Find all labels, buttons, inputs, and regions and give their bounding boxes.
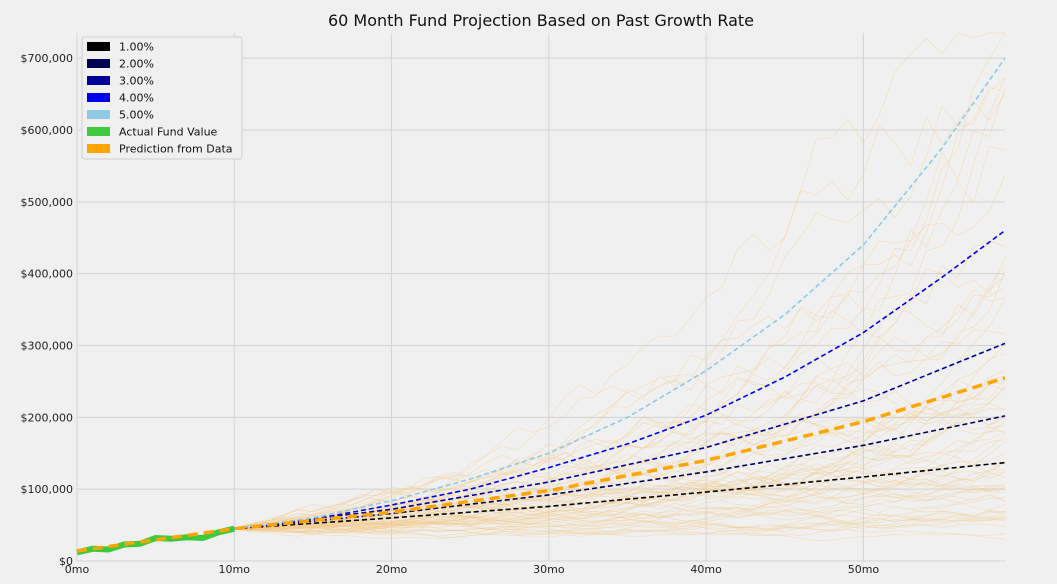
simulation-path [234,379,1006,530]
x-tick-label: 20mo [376,563,408,576]
series-line-actual-fund-value [76,525,235,556]
simulation-path [234,264,1006,533]
simulation-path [234,92,1006,530]
simulation-path [234,450,1006,530]
simulation-path [234,496,1006,537]
series-line-4-00- [234,229,1006,530]
simulation-path [234,461,1006,530]
simulation-path [234,483,1006,532]
simulation-path [234,502,1006,536]
simulation-path [234,503,1006,531]
x-tick-label: 40mo [690,563,722,576]
y-tick-label: $300,000 [21,339,74,352]
simulation-path [234,77,1006,530]
x-tick-label: 10mo [219,563,251,576]
x-tick-label: 50mo [848,563,880,576]
simulation-path [234,485,1006,531]
simulation-path [234,175,1006,530]
simulation-path [234,513,1006,530]
series-line-3-00- [234,342,1006,530]
series-line-1-00- [234,461,1006,530]
simulation-path [234,510,1006,530]
chart-title: 60 Month Fund Projection Based on Past G… [328,11,754,30]
simulation-path [234,378,1006,530]
simulation-path [234,470,1006,540]
simulation-path [234,287,1006,530]
legend-swatch [87,110,110,119]
legend-label: Prediction from Data [119,143,233,156]
legend-swatch [87,42,110,51]
y-tick-label: $200,000 [21,411,74,424]
simulation-path [234,376,1006,533]
y-tick-label: $600,000 [21,124,74,137]
grid-lines [76,33,1005,562]
simulation-path [234,402,1006,530]
legend-swatch [87,127,110,136]
simulation-path [234,416,1006,532]
simulation-path [234,474,1006,530]
x-axis-ticks: 0mo 10mo 20mo 30mo 40mo 50mo [65,563,880,576]
legend-swatch [87,59,110,68]
x-tick-label: 0mo [65,563,90,576]
y-tick-label: $100,000 [21,483,74,496]
simulation-path [234,478,1006,533]
simulation-path [234,514,1006,538]
simulation-path [234,385,1006,530]
legend-label: 3.00% [119,75,154,88]
legend-label: 5.00% [119,109,154,122]
simulation-path [234,435,1006,530]
simulation-path [234,240,1006,530]
simulation-path [234,489,1006,530]
simulation-path [234,430,1006,531]
series-line-5-00- [234,57,1006,530]
legend: 1.00% 2.00% 3.00% 4.00% 5.00% Actual Fund Val… [81,36,243,160]
simulation-path [234,500,1006,530]
x-tick-label: 30mo [533,563,565,576]
y-tick-label: $400,000 [21,268,74,281]
simulation-path [234,87,1006,530]
legend-label: 2.00% [119,58,154,71]
simulation-path [234,520,1006,535]
y-axis-ticks: $0 $100,000 $200,000 $300,000 $400,000 $500,0… [21,52,74,568]
simulation-path [234,509,1006,530]
legend-box [81,36,243,160]
simulation-path [234,461,1006,532]
simulation-path [234,512,1006,538]
legend-label: Actual Fund Value [119,126,218,139]
legend-label: 1.00% [119,41,154,54]
y-tick-label: $700,000 [21,52,74,65]
simulation-path [234,469,1006,534]
legend-swatch [87,144,110,153]
simulation-path [234,432,1006,532]
simulation-path [234,453,1006,531]
y-tick-label: $0 [59,555,73,568]
simulation-path [234,512,1006,530]
simulation-path [234,408,1006,530]
simulation-path [234,528,1006,541]
simulation-path [234,501,1006,534]
simulation-path [234,487,1006,530]
simulation-path [234,289,1006,531]
y-tick-label: $500,000 [21,196,74,209]
simulation-path [234,32,1005,530]
legend-swatch [87,93,110,102]
simulation-path [234,416,1006,530]
series-lines [76,57,1006,556]
simulation-path [234,422,1006,532]
legend-label: 4.00% [119,92,154,105]
legend-swatch [87,76,110,85]
